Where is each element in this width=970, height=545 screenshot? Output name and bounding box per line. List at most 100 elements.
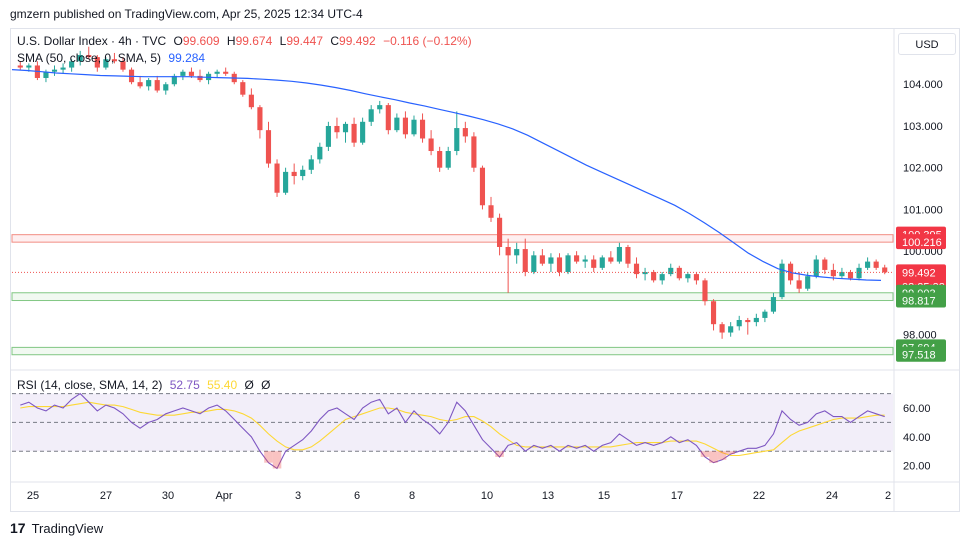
candle-body — [283, 171, 289, 193]
candle-body — [762, 311, 768, 318]
price-label-text: 99.492 — [902, 267, 936, 279]
chart-frame — [10, 28, 960, 512]
candle-body — [522, 249, 528, 273]
candle-body — [642, 272, 648, 275]
price-label-box — [896, 292, 946, 308]
price-tick-label: 98.000 — [903, 330, 937, 342]
candle-body — [103, 59, 109, 68]
candle-body — [488, 205, 494, 218]
candle-body — [171, 75, 177, 85]
candle-body — [830, 269, 836, 277]
candle-body — [591, 259, 597, 268]
price-label-text: 100.216 — [902, 237, 942, 249]
candle-body — [693, 274, 699, 281]
price-tick-label: 104.000 — [903, 79, 943, 91]
close-value: C99.492 — [330, 34, 376, 48]
candle-body — [325, 125, 331, 147]
price-label-box — [896, 346, 946, 362]
candle-body — [154, 80, 160, 91]
rsi-ma-value: 55.40 — [207, 378, 238, 392]
time-tick-label: 2 — [885, 490, 891, 502]
time-tick-label: 6 — [354, 490, 360, 502]
candle-body — [291, 171, 297, 177]
candle-body — [214, 71, 220, 74]
time-tick-label: 17 — [671, 490, 683, 502]
candle-body — [188, 71, 195, 76]
candle-body — [685, 274, 691, 279]
candle-body — [334, 125, 340, 133]
candle-body — [873, 261, 879, 268]
candle-body — [428, 138, 434, 152]
candle-body — [882, 267, 888, 273]
candle-body — [719, 324, 725, 333]
sma-line — [11, 69, 882, 281]
currency-button[interactable]: USD — [898, 33, 956, 55]
candle-body — [94, 57, 100, 68]
brand-name: TradingView — [31, 520, 104, 536]
candle-body — [360, 121, 366, 143]
candle-body — [368, 109, 374, 122]
time-tick-label: 25 — [27, 490, 39, 502]
time-tick-label: 8 — [409, 490, 415, 502]
candle-body — [462, 128, 468, 137]
candle-body — [111, 59, 117, 62]
sma-value: 99.284 — [168, 51, 206, 65]
price-label-text: 97.518 — [902, 350, 936, 362]
candle-body — [548, 257, 554, 264]
low-value: L99.447 — [279, 34, 324, 48]
candle-body — [745, 320, 751, 323]
time-tick-label: 3 — [295, 490, 301, 502]
candle-body — [651, 272, 657, 281]
candle-body — [69, 61, 75, 68]
candle-body — [505, 246, 511, 256]
candle-body — [180, 71, 186, 76]
support-zone-2 — [11, 346, 894, 356]
rsi-label: RSI (14, close, SMA, 14, 2) — [17, 378, 163, 392]
candle-body — [822, 259, 828, 270]
candle-body — [514, 249, 520, 256]
candle-body — [51, 69, 58, 72]
time-tick-label: 24 — [826, 490, 838, 502]
candle-body — [146, 80, 152, 87]
candle-body — [805, 276, 811, 289]
candle-body — [856, 267, 862, 279]
candle-body — [565, 255, 571, 273]
rsi-extra-2: Ø — [261, 378, 271, 392]
candle-body — [394, 117, 400, 131]
candle-body — [342, 123, 349, 133]
candle-body — [668, 267, 674, 275]
price-label-box — [896, 234, 946, 250]
resistance-zone — [11, 234, 894, 243]
rsi-tick-label: 20.00 — [903, 461, 931, 473]
candle-body — [351, 123, 357, 143]
candle-body — [813, 259, 819, 277]
sma-legend[interactable]: SMA (50, close, 0, SMA, 5) 99.284 — [17, 51, 209, 65]
candle-body — [43, 71, 49, 78]
rsi-tick-label: 40.00 — [903, 432, 931, 444]
footer-brand[interactable]: 17 TradingView — [10, 518, 103, 538]
price-tick-label: 103.000 — [903, 121, 943, 133]
rsi-tick-label: 60.00 — [903, 403, 931, 415]
support-zone-1 — [11, 292, 894, 302]
rsi-legend[interactable]: RSI (14, close, SMA, 14, 2) 52.75 55.40 … — [17, 378, 275, 392]
candle-body — [616, 246, 622, 262]
candle-body — [120, 61, 126, 70]
time-tick-label: 15 — [598, 490, 610, 502]
change-value: −0.116 (−0.12%) — [383, 34, 472, 48]
candle-body — [753, 317, 759, 323]
candle-body — [599, 257, 605, 268]
candle-body — [437, 151, 443, 168]
candle-body — [728, 326, 734, 333]
rsi-extra-1: Ø — [244, 378, 254, 392]
candle-body — [240, 82, 246, 95]
candle-body — [377, 105, 383, 110]
candle-body — [308, 159, 314, 170]
open-value: O99.609 — [173, 34, 220, 48]
candle-body — [539, 255, 545, 264]
publisher-header: gmzern published on TradingView.com, Apr… — [10, 7, 363, 21]
time-tick-label: 30 — [162, 490, 174, 502]
tradingview-logo-icon: 17 — [10, 520, 26, 536]
symbol-legend[interactable]: U.S. Dollar Index · 4h · TVC O99.609 H99… — [17, 34, 476, 48]
time-tick-label: 13 — [542, 490, 554, 502]
